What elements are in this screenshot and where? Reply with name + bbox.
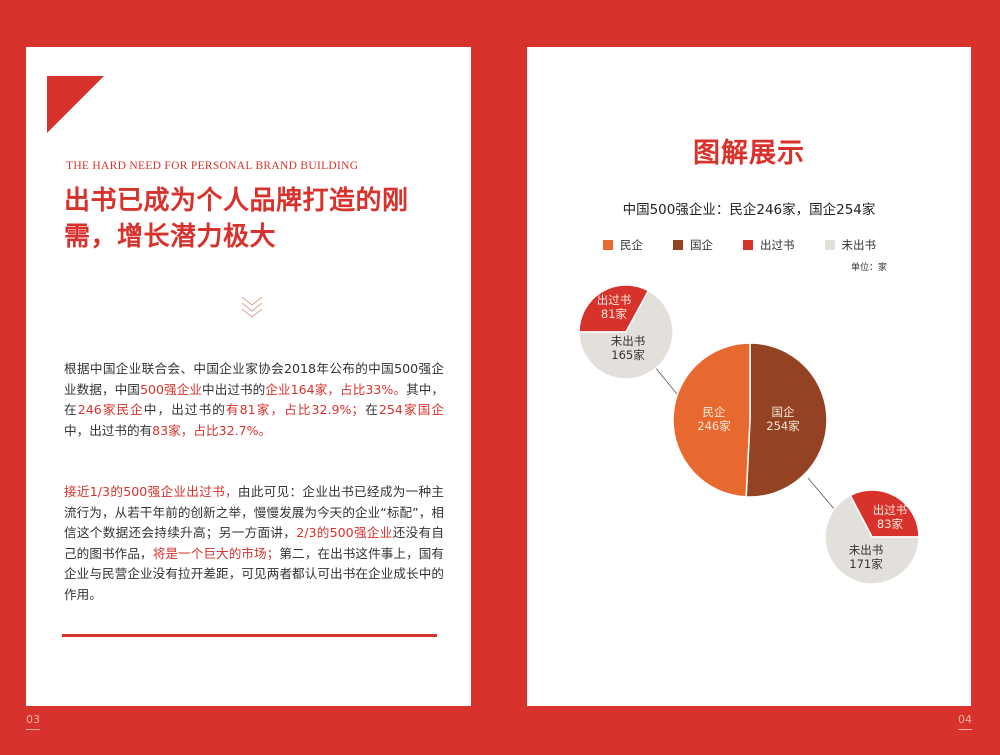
legend-swatch xyxy=(743,240,753,250)
highlighted-text: 246家民企 xyxy=(77,402,144,418)
highlighted-text: 接近1/3的500强企业出过书， xyxy=(64,484,238,499)
paragraph-statistics: 根据中国企业联合会、中国企业家协会2018年公布的中国500强企业数据，中国50… xyxy=(64,359,444,441)
body-text: 第二，在出书这件事上，国有企业与民营企业没有拉开差距，可见两者都认可出书在企业成… xyxy=(64,545,445,602)
body-text: 其中，在 xyxy=(64,381,445,418)
section-title: 图解展示 xyxy=(693,138,805,169)
pie-slice-private-unpublished xyxy=(578,289,674,380)
legend-item: 出过书 xyxy=(743,237,795,253)
label-private-published-name: 出过书 xyxy=(597,293,632,307)
pie-slice-state-published xyxy=(849,489,920,538)
page-title: 出书已成为个人品牌打造的刚 需，增长潜力极大 xyxy=(64,183,464,255)
label-private-unpublished-name: 未出书 xyxy=(611,334,646,348)
highlighted-text: 2/3的500强企业 xyxy=(296,525,393,541)
highlighted-text: 254家国企 xyxy=(378,402,444,418)
body-text: 中，出过书的 xyxy=(143,402,226,418)
pie-slice-state xyxy=(745,342,828,498)
pie-slice-private-published xyxy=(578,284,650,333)
legend-label: 出过书 xyxy=(760,238,795,252)
chart-title: 中国500强企业：民企246家，国企254家 xyxy=(622,202,876,218)
label-state-value: 254家 xyxy=(766,419,800,433)
legend-item: 国企 xyxy=(673,237,713,253)
label-state-name: 国企 xyxy=(772,405,795,419)
highlighted-text: 500强企业 xyxy=(139,381,203,397)
body-text: 中出过书的 xyxy=(202,381,266,397)
pie-slice-private xyxy=(672,342,751,498)
label-state-unpublished-name: 未出书 xyxy=(849,543,884,557)
legend-label: 民企 xyxy=(620,238,643,252)
left-page: THE HARD NEED FOR PERSONAL BRAND BUILDIN… xyxy=(26,47,471,706)
highlighted-text: 企业164家，占比33%。 xyxy=(265,381,407,397)
connector-line xyxy=(807,477,836,511)
right-page: 图解展示 中国500强企业：民企246家，国企254家 民企 国企 出过书 未出书 单… xyxy=(527,47,971,706)
label-private-published-value: 81家 xyxy=(601,307,628,321)
label-private-unpublished-value: 165家 xyxy=(611,348,645,362)
pie-slice-state-unpublished xyxy=(824,494,920,585)
legend-label: 国企 xyxy=(690,238,713,252)
page-number-right: 04 xyxy=(958,713,972,730)
highlighted-text: 将是一个巨大的市场； xyxy=(152,545,280,561)
chevron-double-down-icon xyxy=(241,296,263,318)
body-text: 中，出过书的有 xyxy=(64,422,153,438)
unit-label: 单位：家 xyxy=(851,263,888,273)
title-line-1: 出书已成为个人品牌打造的刚 xyxy=(64,186,409,216)
legend-item: 民企 xyxy=(603,237,643,253)
label-private-value: 246家 xyxy=(697,419,731,433)
body-text: 根据中国企业联合会、中国企业家协会2018年公布的中国500强企业数据，中国 xyxy=(64,361,444,397)
label-state-published-name: 出过书 xyxy=(873,503,908,517)
label-private-name: 民企 xyxy=(703,405,726,419)
highlighted-text: 有81家，占比32.9%； xyxy=(225,402,365,418)
body-text: 在 xyxy=(364,402,379,418)
legend-swatch xyxy=(673,240,683,250)
divider-rule xyxy=(62,634,437,637)
connector-line xyxy=(653,365,678,395)
highlighted-text: 83家，占比32.7%。 xyxy=(152,422,272,438)
english-subtitle: THE HARD NEED FOR PERSONAL BRAND BUILDIN… xyxy=(66,160,359,172)
page-number-left: 03 xyxy=(26,713,40,730)
body-text: 还没有自己的图书作品， xyxy=(64,525,444,561)
legend-label: 未出书 xyxy=(841,238,877,252)
legend-swatch xyxy=(603,240,613,250)
label-state-unpublished-value: 171家 xyxy=(849,557,883,571)
legend-item: 未出书 xyxy=(824,237,877,253)
label-state-published-value: 83家 xyxy=(877,517,904,531)
chart-legend: 民企 国企 出过书 未出书 xyxy=(603,237,906,253)
corner-triangle-decoration xyxy=(47,76,104,133)
paragraph-analysis: 接近1/3的500强企业出过书，由此可见：企业出书已经成为一种主流行为，从若干年… xyxy=(64,482,444,606)
title-line-2: 需，增长潜力极大 xyxy=(64,222,277,252)
legend-swatch xyxy=(824,240,835,250)
body-text: 由此可见：企业出书已经成为一种主流行为，从若干年前的创新之举，慢慢发展为今天的企… xyxy=(64,484,445,541)
